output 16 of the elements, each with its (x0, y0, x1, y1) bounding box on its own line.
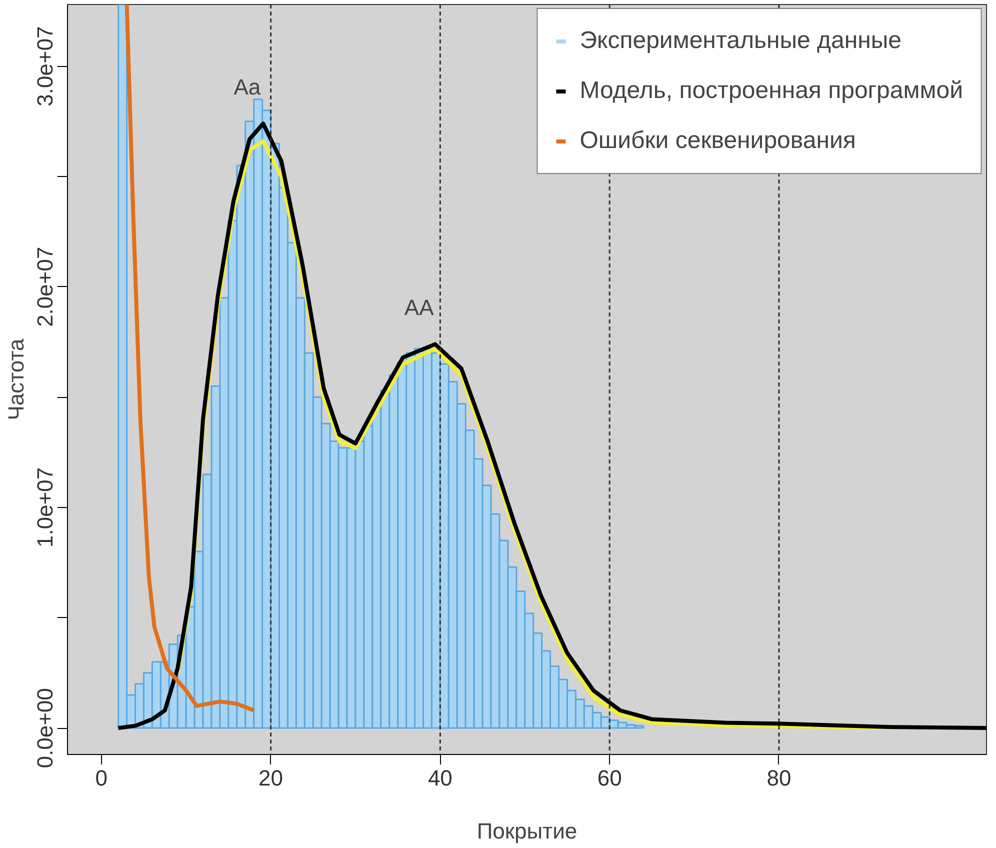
x-tick-label: 60 (597, 766, 622, 790)
legend-label: Модель, построенная программой (580, 77, 963, 105)
x-tick-label: 20 (258, 766, 284, 790)
legend-label: Экспериментальные данные (580, 27, 902, 55)
y-tick-label: 2.0e+07 (32, 246, 58, 327)
legend-label: Ошибки секвенирования (580, 127, 856, 155)
x-tick-label: 40 (428, 766, 452, 790)
annotation: AA (404, 295, 434, 320)
x-axis-title: Покрытие (476, 818, 578, 844)
y-tick-label: 1.0e+07 (32, 467, 58, 548)
annotation: Aa (234, 74, 262, 100)
y-axis-title: Частота (4, 338, 28, 420)
x-tick-label: 80 (766, 766, 792, 790)
y-tick-label: 0.0e+00 (32, 688, 58, 768)
y-tick-label: 3.0e+07 (32, 26, 58, 106)
x-tick-label: 0 (95, 766, 108, 790)
